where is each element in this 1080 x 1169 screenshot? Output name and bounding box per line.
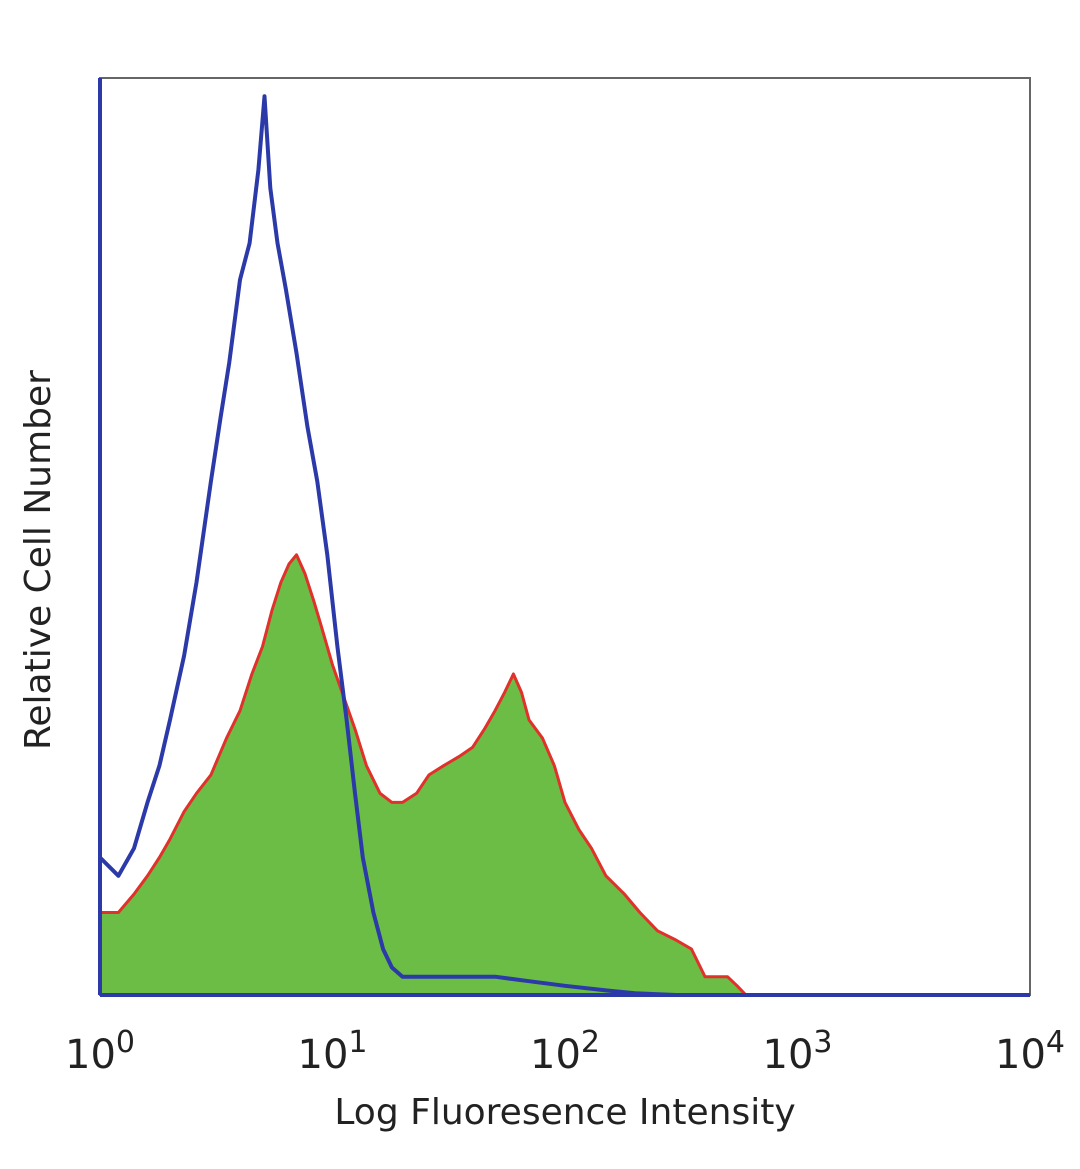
plot-area [98,77,1031,997]
x-tick-label: 104 [995,1025,1065,1078]
x-tick-label: 100 [65,1025,135,1078]
y-axis-title: Relative Cell Number [18,370,59,750]
control-histogram-outline [98,94,1030,997]
x-axis-title: Log Fluoresence Intensity [334,1092,795,1133]
filled-histogram-outline [100,553,1030,997]
x-tick-label: 101 [298,1025,368,1078]
filled-histogram-area [100,554,1030,995]
x-tick-label: 102 [530,1025,600,1078]
x-tick-label: 103 [763,1025,833,1078]
x-tick-labels: 100 101 102 103 104 [65,1025,1065,1078]
